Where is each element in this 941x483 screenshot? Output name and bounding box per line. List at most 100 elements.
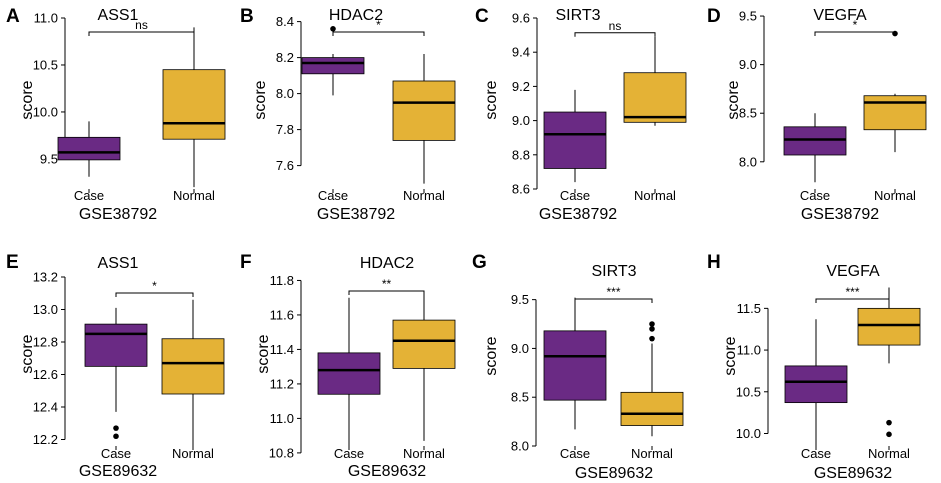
y-tick-label: 9.2 xyxy=(512,79,530,94)
y-tick-label: 9.0 xyxy=(511,341,529,356)
y-tick-label: 9.6 xyxy=(512,11,530,26)
y-tick-label: 11.5 xyxy=(737,301,761,316)
panel-c: C SIRT3 score GSE38792 8.6 8.8 9.0 9.2 9.4 9.… xyxy=(475,6,687,223)
x-axis-label: GSE38792 xyxy=(539,206,617,223)
y-axis-label: score xyxy=(483,336,500,375)
y-tick-label: 8.5 xyxy=(739,106,757,121)
plot-area: 8.0 8.5 9.0 9.5 Case Normal * xyxy=(739,9,927,203)
x-tick-label: Case xyxy=(560,446,590,461)
y-tick-label: 8.5 xyxy=(511,390,529,405)
y-axis-label: score xyxy=(255,334,272,373)
x-axis-label: GSE89632 xyxy=(79,463,157,480)
panel-title: HDAC2 xyxy=(360,255,414,272)
y-tick-label: 12.8 xyxy=(33,335,58,350)
y-axis-label: score xyxy=(725,80,742,119)
y-axis-label: score xyxy=(19,80,36,119)
y-tick-label: 13.0 xyxy=(33,302,58,317)
significance-label: * xyxy=(853,18,858,32)
y-tick-label: 7.8 xyxy=(276,122,294,137)
x-axis-label: GSE89632 xyxy=(814,465,892,482)
outlier-point xyxy=(330,26,336,32)
significance-bracket xyxy=(332,31,425,36)
y-tick-label: 9.4 xyxy=(512,45,530,60)
plot-area: 7.6 7.8 8.0 8.2 8.4 Case Normal * xyxy=(276,14,456,203)
outlier-point xyxy=(886,431,892,438)
y-tick-label: 8.8 xyxy=(512,147,530,162)
y-tick-label: 10.0 xyxy=(736,426,761,441)
y-tick-label: 9.5 xyxy=(40,151,58,166)
outlier-point xyxy=(113,433,119,440)
outlier-point xyxy=(649,326,655,332)
panel-title: HDAC2 xyxy=(329,7,383,24)
panel-title: ASS1 xyxy=(98,255,139,272)
panel-title: VEGFA xyxy=(813,7,867,24)
x-tick-label: Normal xyxy=(874,188,916,203)
x-tick-label: Case xyxy=(101,446,131,461)
y-axis-label: score xyxy=(483,80,500,119)
panel-title: SIRT3 xyxy=(591,263,636,280)
case-box xyxy=(783,126,847,156)
x-tick-label: Case xyxy=(801,446,831,461)
y-tick-label: 11.8 xyxy=(270,273,294,288)
significance-bracket xyxy=(115,292,194,297)
y-tick-label: 11.0 xyxy=(270,411,294,426)
x-tick-label: Normal xyxy=(173,188,215,203)
y-tick-label: 10.0 xyxy=(33,104,58,119)
y-tick-label: 10.5 xyxy=(33,57,58,72)
y-tick-label: 7.6 xyxy=(276,158,294,173)
x-tick-label: Normal xyxy=(868,446,910,461)
panel-title: ASS1 xyxy=(98,7,139,24)
normal-box xyxy=(161,338,225,395)
significance-bracket xyxy=(574,32,656,37)
significance-label: ns xyxy=(135,18,148,32)
y-tick-label: 8.0 xyxy=(276,86,294,101)
panel-a: A ASS1 score GSE38792 9.5 10.0 10.5 11.0 Cas… xyxy=(6,6,226,223)
panel-title: SIRT3 xyxy=(555,7,600,24)
x-tick-label: Case xyxy=(334,446,364,461)
y-tick-label: 8.4 xyxy=(276,14,294,29)
y-axis-label: score xyxy=(19,334,36,373)
outlier-point xyxy=(886,419,892,426)
y-tick-label: 9.5 xyxy=(511,292,529,307)
panel-f: F HDAC2 score GSE89632 10.811.011.211.41… xyxy=(240,252,456,480)
x-axis-label: GSE89632 xyxy=(575,465,653,482)
panel-letter: D xyxy=(707,6,721,27)
significance-label: ** xyxy=(382,277,392,291)
y-axis-label: score xyxy=(722,336,739,375)
panel-title: VEGFA xyxy=(826,263,880,280)
y-tick-label: 12.4 xyxy=(33,400,58,415)
normal-box xyxy=(392,80,456,141)
case-box xyxy=(784,365,848,404)
y-tick-label: 8.6 xyxy=(512,182,530,197)
y-tick-label: 13.2 xyxy=(33,270,58,285)
panel-g: G SIRT3 score GSE89632 8.0 8.5 9.0 9.5 Case N… xyxy=(472,252,684,482)
x-axis-label: GSE89632 xyxy=(348,463,426,480)
x-axis-label: GSE38792 xyxy=(79,206,157,223)
panel-letter: G xyxy=(472,252,487,273)
plot-area: 8.6 8.8 9.0 9.2 9.4 9.6 Case Normal ns xyxy=(512,11,687,203)
normal-box xyxy=(392,319,456,369)
y-tick-label: 12.2 xyxy=(33,432,58,447)
significance-label: *** xyxy=(845,285,859,299)
x-tick-label: Case xyxy=(800,188,830,203)
panel-letter: A xyxy=(6,6,20,27)
significance-label: * xyxy=(376,18,381,32)
panel-e: E ASS1 score GSE89632 12.2 12.4 12.6 12.8 13… xyxy=(6,252,225,480)
y-tick-label: 11.4 xyxy=(270,342,294,357)
significance-label: *** xyxy=(606,285,620,299)
significance-label: ns xyxy=(609,19,622,33)
x-tick-label: Normal xyxy=(631,446,673,461)
significance-bracket xyxy=(815,298,890,303)
plot-area: 9.5 10.0 10.5 11.0 Case Normal ns xyxy=(33,11,226,203)
y-tick-label: 9.0 xyxy=(739,57,757,72)
y-tick-label: 12.6 xyxy=(33,367,58,382)
panel-letter: B xyxy=(240,6,254,27)
y-tick-label: 9.0 xyxy=(512,113,530,128)
panel-b: B HDAC2 score GSE38792 7.6 7.8 8.0 8.2 8.4 Ca… xyxy=(240,6,456,223)
significance-bracket xyxy=(348,290,425,295)
normal-box xyxy=(623,72,687,123)
normal-box xyxy=(857,307,921,346)
plot-area: 12.2 12.4 12.6 12.8 13.0 13.2 Case Normal * xyxy=(33,270,225,461)
y-tick-label: 11.6 xyxy=(270,307,294,322)
plot-area: 10.0 10.5 11.0 11.5 Case Normal *** xyxy=(736,285,921,461)
